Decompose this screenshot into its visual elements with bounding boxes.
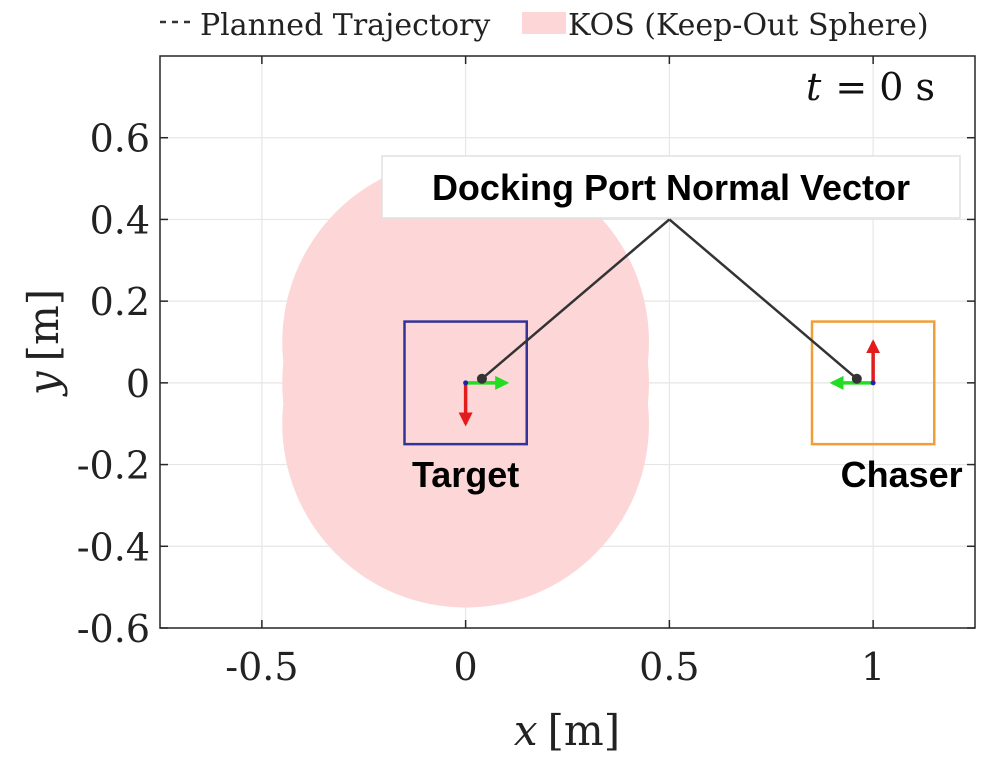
x-tick-label: 0.5 [639, 645, 699, 689]
y-tick-label: -0.4 [77, 525, 150, 569]
legend-trajectory-label: Planned Trajectory [200, 8, 490, 43]
chaser-square [810, 320, 936, 446]
annotation-line [668, 218, 858, 380]
annotation-box [381, 155, 961, 219]
y-tick-label: -0.6 [77, 607, 150, 651]
target-label: Target [412, 454, 519, 495]
bodies: Target Chaser [403, 320, 963, 495]
annotation-text: Docking Port Normal Vector [432, 167, 910, 208]
y-tick-label: 0.4 [90, 198, 150, 242]
y-tick-label: 0.2 [90, 280, 150, 324]
kos-region [282, 158, 649, 608]
y-tick-label: -0.2 [77, 444, 150, 488]
annotation-line [481, 218, 671, 380]
time-label: t = 0 s [806, 65, 935, 109]
y-axis-label: y[m] [19, 289, 68, 397]
x-tick-label: 1 [861, 645, 885, 689]
x-axis-label: x [m] [514, 706, 620, 755]
legend: Planned Trajectory KOS (Keep-Out Sphere) [160, 8, 929, 43]
target-square [403, 320, 528, 446]
target-center-point [463, 380, 469, 386]
ticks: -0.5 0 0.5 1 -0.6 -0.4 -0.2 0 0.2 0.4 0.6 [77, 56, 975, 689]
annotation: Docking Port Normal Vector [381, 155, 961, 384]
legend-kos-swatch [522, 12, 566, 34]
y-tick-label: 0 [126, 362, 150, 406]
y-tick-label: 0.6 [90, 117, 150, 161]
plot-frame [159, 55, 976, 629]
chaser-label: Chaser [841, 454, 963, 495]
docking-port-point [476, 373, 487, 384]
target-body: Target [403, 320, 528, 495]
x-tick-label: 0 [454, 645, 478, 689]
legend-kos-label: KOS (Keep-Out Sphere) [568, 8, 929, 43]
chaser-center-point [870, 380, 876, 386]
x-tick-label: -0.5 [225, 645, 298, 689]
chaser-body: Chaser [810, 320, 963, 495]
docking-port-point [851, 373, 862, 384]
